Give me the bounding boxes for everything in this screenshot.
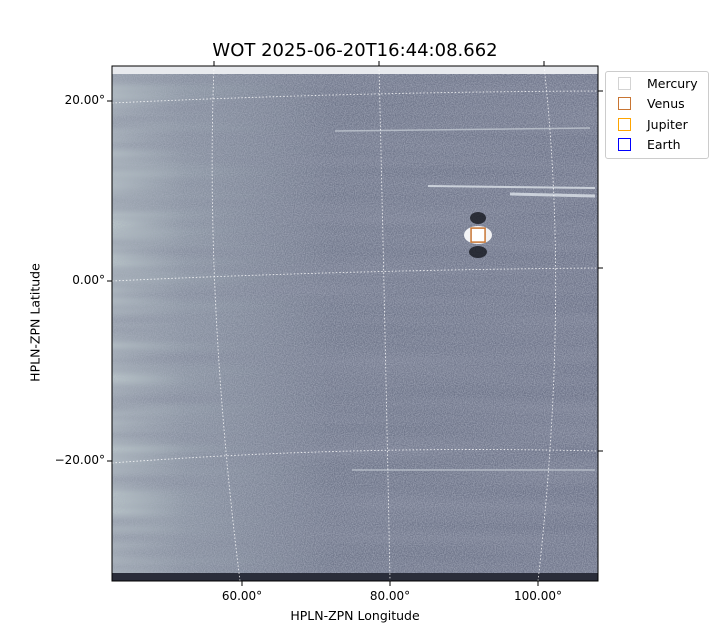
y-tick-label: 20.00°: [64, 93, 105, 107]
y-tick-label: 0.00°: [72, 273, 105, 287]
y-tick-label: −20.00°: [54, 453, 105, 467]
chart-title: WOT 2025-06-20T16:44:08.662: [212, 40, 498, 61]
legend-swatch: [618, 97, 631, 110]
legend-label: Venus: [647, 96, 685, 111]
legend-label: Jupiter: [647, 116, 688, 132]
legend-item-earth: Earth: [618, 135, 681, 155]
axes-frame: [111, 65, 599, 582]
x-tick-label: 80.00°: [369, 589, 411, 603]
x-axis-label: HPLN-ZPN Longitude: [290, 608, 420, 623]
legend-item-jupiter: Jupiter: [618, 114, 688, 134]
legend-label: Earth: [647, 137, 681, 152]
legend-swatch: [618, 117, 631, 131]
coordinate-grid: [112, 66, 598, 581]
legend: Mercury Venus Jupiter Earth: [605, 71, 709, 159]
legend-item-venus: Venus: [618, 94, 685, 114]
legend-item-mercury: Mercury: [618, 73, 698, 93]
image-area: [112, 66, 598, 581]
legend-swatch: [618, 76, 631, 90]
legend-swatch: [618, 138, 631, 151]
marker-venus: [470, 227, 486, 243]
legend-label: Mercury: [647, 75, 698, 91]
x-tick-label: 100.00°: [514, 589, 562, 603]
x-tick-label: 60.00°: [221, 589, 263, 603]
y-axis-label: HPLN-ZPN Latitude: [27, 263, 43, 382]
